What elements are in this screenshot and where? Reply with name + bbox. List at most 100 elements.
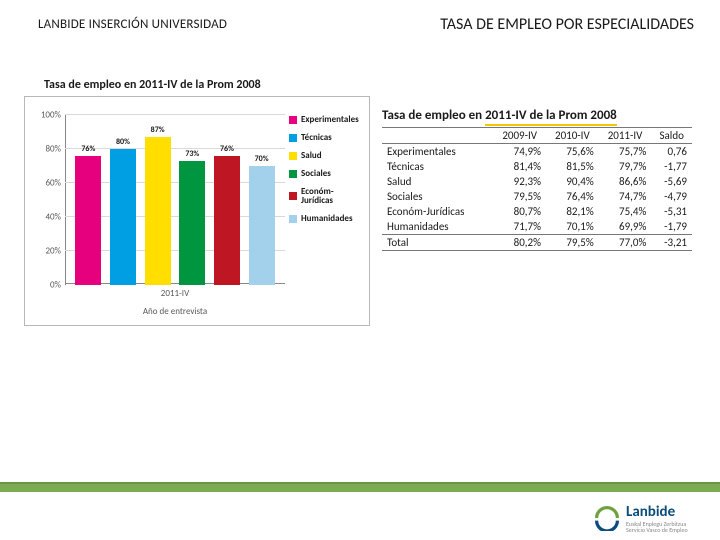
y-tick-label: 20% [31,246,61,257]
bar-value-label: 70% [255,154,269,164]
table-cell: Salud [382,174,493,189]
bar-value-label: 80% [116,137,130,147]
lanbide-logo: Lanbide Euskal Enplegu Zerbitzua Servici… [594,503,696,534]
table-cell: -3,21 [651,235,692,251]
table-cell: Total [382,235,493,251]
table-header-row: 2009-IV2010-IV2011-IVSaldo [382,128,692,144]
table-cell: 86,6% [599,174,652,189]
table-cell: 81,5% [546,159,599,174]
legend-swatch [289,215,297,223]
bar-rect [249,166,275,285]
legend-item: Salud [289,151,363,161]
table-body: Experimentales74,9%75,6%75,7%0,76Técnica… [382,144,692,251]
bar-experimentales: 76% [75,144,101,285]
table-column-header: Saldo [651,128,692,144]
legend-item: Económ-Jurídicas [289,187,363,207]
legend-item: Experimentales [289,115,363,125]
table-cell: 90,4% [546,174,599,189]
table-cell: Sociales [382,189,493,204]
table-column-header: 2009-IV [493,128,546,144]
bar-value-label: 87% [151,125,165,135]
legend-swatch [289,170,297,178]
table-column-header: 2010-IV [546,128,599,144]
y-tick-label: 100% [31,110,61,121]
x-axis-title: Año de entrevista [65,306,285,317]
bar-value-label: 76% [220,144,234,154]
x-category-label: 2011-IV [65,288,285,299]
lanbide-logo-tagline: Euskal Enplegu Zerbitzua Servicio Vasco … [626,521,696,534]
table-row: Técnicas81,4%81,5%79,7%-1,77 [382,159,692,174]
bars-container: 76% 80% 87% 73% 76% 70% [65,115,285,285]
table-cell: 80,2% [493,235,546,251]
plot-zone: 76% 80% 87% 73% 76% 70% [65,115,285,285]
bar-rect [214,156,240,285]
header-right-title: TASA DE EMPLEO POR ESPECIALIDADES [227,15,700,34]
bar-salud: 87% [145,125,171,285]
table-cell: Económ-Jurídicas [382,204,493,219]
legend-swatch [289,192,297,200]
legend-item: Técnicas [289,133,363,143]
legend-item: Humanidades [289,214,363,224]
table-cell: 70,1% [546,219,599,235]
table-panel: Tasa de empleo en 2011-IV de la Prom 200… [382,78,700,326]
chart-title: Tasa de empleo en 2011-IV de la Prom 200… [44,78,374,92]
table-cell: 74,7% [599,189,652,204]
table-cell: 0,76 [651,144,692,160]
table-title-plain: Tasa de empleo en [382,108,485,123]
bar-value-label: 76% [81,144,95,154]
bar-t-cnicas: 80% [110,137,136,285]
table-cell: -4,79 [651,189,692,204]
bar-value-label: 73% [185,149,199,159]
y-tick-label: 80% [31,144,61,155]
table-row: Sociales79,5%76,4%74,7%-4,79 [382,189,692,204]
lanbide-logo-icon [594,505,620,531]
table-cell: 79,5% [493,189,546,204]
table-column-header: 2011-IV [599,128,652,144]
table-cell: 75,4% [599,204,652,219]
table-row: Salud92,3%90,4%86,6%-5,69 [382,174,692,189]
table-cell: -5,69 [651,174,692,189]
y-tick-label: 40% [31,212,61,223]
table-title: Tasa de empleo en 2011-IV de la Prom 200… [382,108,700,123]
legend-swatch [289,134,297,142]
legend-label: Experimentales [301,115,359,125]
table-cell: 80,7% [493,204,546,219]
table-cell: 69,9% [599,219,652,235]
table-cell: 76,4% [546,189,599,204]
table-cell: Técnicas [382,159,493,174]
legend-label: Sociales [301,169,331,179]
chart-area: 76%80%87%73%76%70% 0%20%40%60%80%100% 20… [24,96,370,326]
bar-sociales: 73% [179,149,205,285]
table-column-header [382,128,493,144]
table-cell: 81,4% [493,159,546,174]
table-row: Total80,2%79,5%77,0%-3,21 [382,235,692,251]
y-tick-label: 60% [31,178,61,189]
chart-panel: Tasa de empleo en 2011-IV de la Prom 200… [24,78,374,326]
header-bar: LANBIDE INSERCIÓN UNIVERSIDAD TASA DE EM… [0,0,720,48]
legend-swatch [289,116,297,124]
table-cell: 71,7% [493,219,546,235]
header-left-text: LANBIDE INSERCIÓN UNIVERSIDAD [38,17,227,32]
table-cell: 77,0% [599,235,652,251]
legend-swatch [289,152,297,160]
table-cell: Experimentales [382,144,493,160]
table-title-highlight: 2011-IV de la Prom 2008 [485,108,617,126]
table-cell: -5,31 [651,204,692,219]
content-area: Tasa de empleo en 2011-IV de la Prom 200… [0,48,720,326]
bar-rect [75,156,101,285]
table-cell: 79,7% [599,159,652,174]
footer-band [0,482,720,492]
bar-rect [145,137,171,285]
legend-label: Humanidades [301,214,353,224]
table-cell: 75,6% [546,144,599,160]
bar-rect [179,161,205,285]
table-cell: 74,9% [493,144,546,160]
table-row: Experimentales74,9%75,6%75,7%0,76 [382,144,692,160]
table-cell: Humanidades [382,219,493,235]
table-row: Económ-Jurídicas80,7%82,1%75,4%-5,31 [382,204,692,219]
table-row: Humanidades71,7%70,1%69,9%-1,79 [382,219,692,235]
bar-rect [110,149,136,285]
legend-label: Técnicas [301,133,332,143]
table-cell: 82,1% [546,204,599,219]
table-cell: 79,5% [546,235,599,251]
